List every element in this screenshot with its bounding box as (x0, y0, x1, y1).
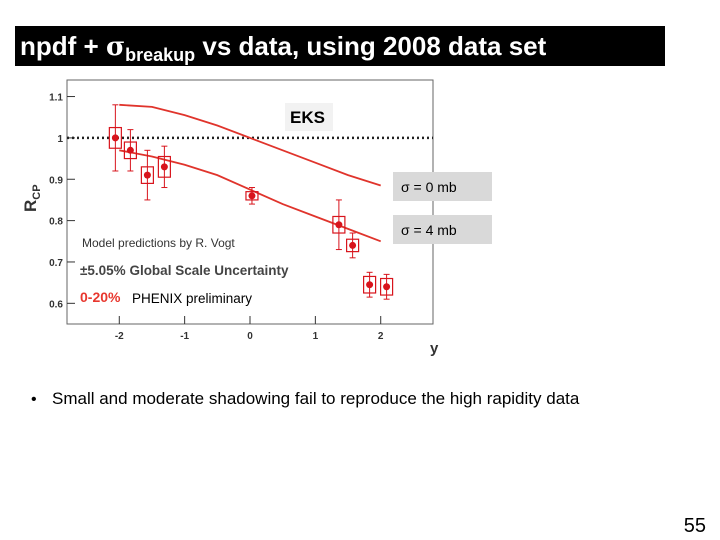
legend-box (393, 172, 492, 201)
systematic-box (379, 277, 394, 296)
legend-label: σ = 0 mb (401, 179, 457, 195)
y-tick-label: 0.6 (49, 299, 63, 310)
data-point (126, 146, 134, 154)
bullet-marker: • (31, 391, 37, 408)
plot-frame (66, 79, 434, 325)
data-point (248, 192, 256, 200)
legend-label: σ = 4 mb (401, 222, 457, 238)
x-axis-label: y (430, 340, 439, 357)
y-tick-label: 0.8 (49, 217, 63, 228)
data-point (349, 241, 357, 249)
x-tick-label: 0 (247, 331, 253, 342)
systematic-box (157, 155, 171, 178)
page-number: 55 (684, 515, 706, 537)
y-tick-label: 0.7 (49, 258, 63, 269)
systematic-box (346, 238, 360, 253)
slide-title: npdf + σbreakup vs data, using 2008 data… (20, 31, 547, 65)
title-text: npdf + (20, 31, 106, 61)
y-axis-label: RCP (21, 184, 43, 212)
data-point (366, 281, 374, 289)
systematic-box (140, 166, 154, 184)
annotation: Model predictions by R. Vogt (82, 236, 235, 250)
x-tick-label: -2 (115, 331, 124, 342)
y-axis-label-sub: CP (31, 184, 43, 199)
title-text: vs data, using 2008 data set (195, 31, 546, 61)
title-symbol: σ (106, 32, 125, 62)
data-point (160, 163, 168, 171)
annotation: ±5.05% Global Scale Uncertainty (80, 263, 289, 278)
systematic-box (245, 191, 259, 201)
x-tick-label: -1 (180, 331, 189, 342)
legend-box (393, 215, 492, 244)
x-tick-label: 2 (378, 331, 384, 342)
systematic-box (363, 275, 377, 294)
data-point (111, 134, 119, 142)
annotation: EKS (290, 108, 325, 127)
title-bar (15, 26, 665, 66)
systematic-box (332, 215, 346, 234)
y-tick-label: 1 (57, 134, 63, 145)
annotation-box (285, 103, 333, 131)
model-curve (119, 103, 381, 187)
x-tick-label: 1 (313, 331, 319, 342)
bullet-text: Small and moderate shadowing fail to rep… (52, 389, 580, 408)
data-point (383, 283, 391, 291)
y-tick-label: 0.9 (49, 175, 63, 186)
data-point (335, 221, 343, 229)
y-axis-label-main: R (21, 200, 40, 212)
annotation: 0-20% (80, 289, 121, 305)
chart: 1.1 1 0.9 0.8 0.7 0.6 -2 -1 0 1 2 y RCP (21, 79, 439, 357)
data-point (143, 171, 151, 179)
systematic-box (123, 141, 137, 160)
annotation: PHENIX preliminary (132, 291, 252, 306)
y-tick-label: 1.1 (49, 93, 63, 104)
systematic-box (108, 126, 122, 149)
title-subscript: breakup (125, 45, 195, 65)
